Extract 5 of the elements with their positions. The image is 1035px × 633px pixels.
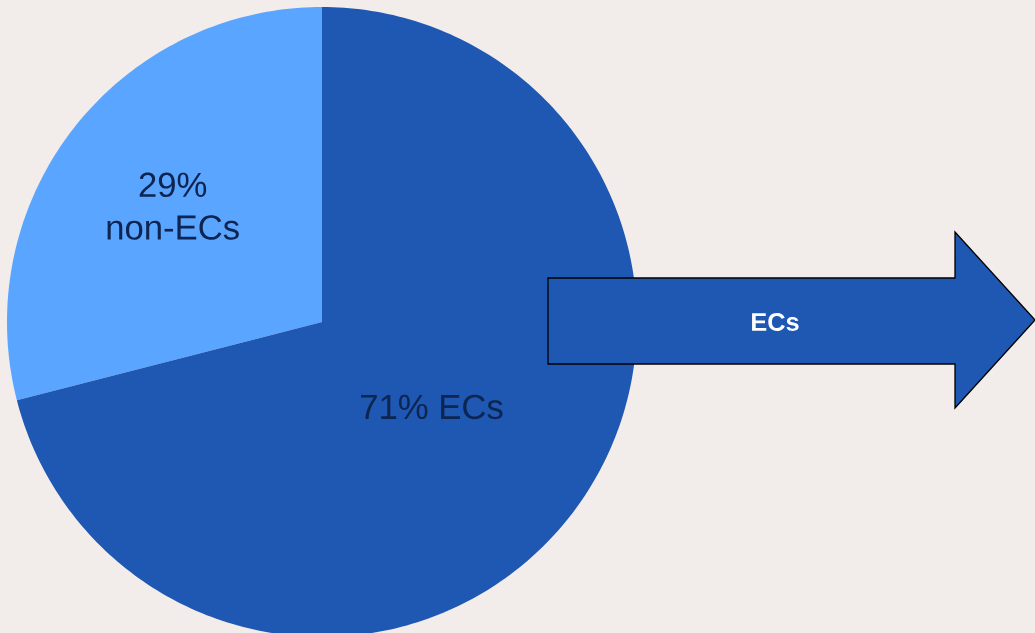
slice-label: non-ECs <box>107 215 239 240</box>
text: ECs <box>752 313 799 331</box>
slice-label: ECs <box>441 394 503 420</box>
data-label: 29% <box>139 172 207 198</box>
data-label: 71% <box>361 394 428 420</box>
